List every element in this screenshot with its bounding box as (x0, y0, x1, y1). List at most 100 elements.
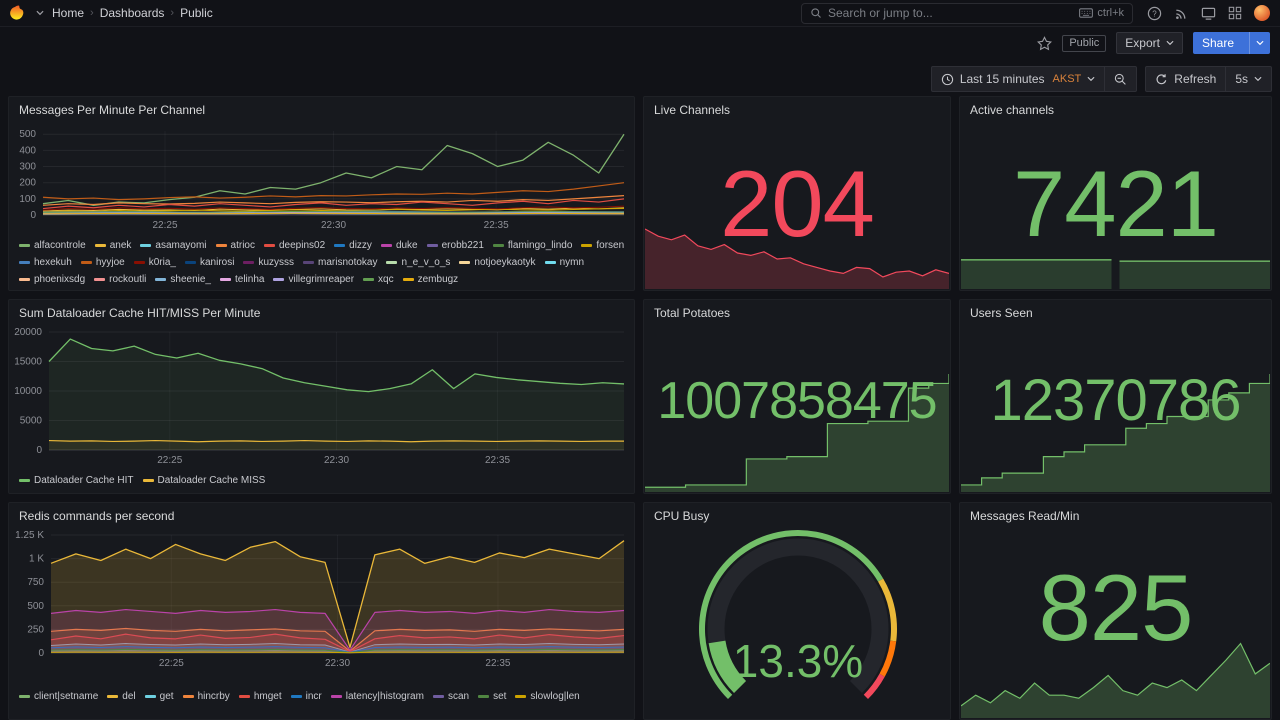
legend-item[interactable]: slowlog|len (515, 677, 580, 715)
stat-bars (961, 255, 1270, 289)
legend-series-marker (184, 260, 196, 264)
top-nav: Home › Dashboards › Public Search or jum… (0, 0, 1280, 27)
legend-item[interactable]: hyyjoe (80, 256, 125, 270)
clock-icon (941, 73, 954, 86)
legend-item[interactable]: villegrimreaper (273, 272, 354, 286)
legend-series-marker (19, 244, 30, 248)
panel-title[interactable]: Users Seen (970, 306, 1033, 320)
legend-series-marker (402, 277, 414, 281)
panel-title[interactable]: CPU Busy (654, 509, 710, 523)
legend-item[interactable]: get (144, 677, 174, 715)
legend-item[interactable]: hincrby (182, 677, 230, 715)
refresh-interval-dropdown[interactable]: 5s (1226, 66, 1272, 92)
legend-item[interactable]: marisnotokay (303, 256, 377, 270)
legend-item[interactable]: erobb221 (426, 239, 484, 253)
dataloader-chart[interactable]: 0 5000 10000 15000 20000 22:25 22:30 22:35 (11, 326, 632, 466)
redis-chart[interactable]: 0 250 500 750 1 K 1.25 K 22:25 22:30 22:35 (11, 529, 632, 669)
refresh-button[interactable]: Refresh (1145, 66, 1227, 92)
breadcrumb-dashboards[interactable]: Dashboards (99, 6, 165, 20)
legend-item[interactable]: anek (94, 239, 131, 253)
legend-item[interactable]: xqc (363, 272, 394, 286)
legend-item[interactable]: Dataloader Cache MISS (142, 472, 265, 489)
redis-legend: client|setname del get hincrby hmget incr late… (19, 677, 628, 715)
legend-series-marker (19, 694, 30, 698)
legend-item[interactable]: zembugz (402, 272, 458, 286)
legend-series-marker (19, 260, 30, 264)
zoom-out-button[interactable] (1105, 66, 1138, 92)
legend-series-marker (94, 244, 106, 248)
legend-item[interactable]: dizzy (334, 239, 372, 253)
share-button[interactable]: Share (1192, 32, 1270, 54)
legend-item[interactable]: client|setname (19, 677, 98, 715)
legend-item[interactable]: n_e_v_o_s (386, 256, 450, 270)
legend-item[interactable]: k0ria_ (133, 256, 176, 270)
legend-item[interactable]: alfacontrole (19, 239, 86, 253)
search-input[interactable]: Search or jump to... ctrl+k (801, 2, 1133, 24)
apps-grid-icon[interactable] (1228, 6, 1242, 20)
stat-sparkline (960, 640, 1271, 718)
legend-item[interactable]: set (478, 677, 506, 715)
legend-item[interactable]: nymn (544, 256, 584, 270)
time-range-picker[interactable]: Last 15 minutes AKST (930, 66, 1106, 92)
legend-item[interactable]: hexekuh (19, 256, 72, 270)
nav-icons: ? (1147, 5, 1270, 21)
legend-series-marker (140, 244, 152, 248)
breadcrumb-public[interactable]: Public (180, 6, 213, 20)
news-icon[interactable] (1174, 6, 1189, 21)
legend-item[interactable]: sheenie_ (155, 272, 211, 286)
user-avatar[interactable] (1254, 5, 1270, 21)
stat-value: 825 (1038, 555, 1194, 660)
panel-messages-per-minute: Messages Per Minute Per Channel 0 100 200 3… (8, 96, 635, 291)
export-button[interactable]: Export (1116, 32, 1183, 54)
legend-series-marker (426, 244, 438, 248)
legend-item[interactable]: kuzysss (243, 256, 294, 270)
legend-item[interactable]: asamayomi (140, 239, 207, 253)
legend-series-marker (330, 694, 342, 698)
breadcrumb-separator: › (90, 7, 94, 19)
chevron-down-icon[interactable] (36, 10, 44, 16)
star-icon[interactable] (1037, 35, 1053, 51)
legend-item[interactable]: kanirosi (184, 256, 234, 270)
legend-item[interactable]: duke (380, 239, 418, 253)
grafana-logo[interactable] (10, 4, 28, 22)
svg-text:22:30: 22:30 (325, 658, 350, 669)
legend-item[interactable]: flamingo_lindo (492, 239, 572, 253)
stat-value: 7421 (1012, 151, 1219, 256)
legend-item[interactable]: telinha (220, 272, 264, 286)
monitor-icon[interactable] (1201, 6, 1216, 21)
panel-title[interactable]: Live Channels (654, 103, 731, 117)
panel-title[interactable]: Messages Per Minute Per Channel (19, 103, 206, 117)
legend-series-marker (142, 479, 154, 482)
timezone-label: AKST (1052, 73, 1082, 85)
svg-text:500: 500 (27, 601, 44, 612)
legend-item[interactable]: notjoeykaotyk (459, 256, 536, 270)
panel-title[interactable]: Messages Read/Min (970, 509, 1080, 523)
legend-series-marker (363, 277, 375, 281)
panel-title[interactable]: Sum Dataloader Cache HIT/MISS Per Minute (19, 306, 261, 320)
legend-item[interactable]: forsen (581, 239, 624, 253)
svg-text:22:25: 22:25 (152, 220, 177, 231)
legend-item[interactable]: del (107, 677, 136, 715)
legend-item[interactable]: phoenixsdg (19, 272, 85, 286)
panel-title[interactable]: Active channels (970, 103, 1055, 117)
share-menu-caret[interactable] (1249, 32, 1270, 54)
breadcrumb-home[interactable]: Home (52, 6, 85, 20)
svg-text:500: 500 (19, 129, 36, 140)
help-icon[interactable]: ? (1147, 6, 1162, 21)
legend-item[interactable]: deepins02 (263, 239, 325, 253)
legend-item[interactable]: hmget (238, 677, 282, 715)
panel-title[interactable]: Total Potatoes (654, 306, 731, 320)
messages-chart[interactable]: 0 100 200 300 400 500 22:25 22:30 22:35 (11, 125, 632, 231)
legend-item[interactable]: latency|histogram (330, 677, 424, 715)
svg-text:22:30: 22:30 (321, 220, 346, 231)
legend-item[interactable]: atrioc (215, 239, 255, 253)
legend-item[interactable]: Dataloader Cache HIT (19, 472, 134, 489)
legend-item[interactable]: incr (290, 677, 322, 715)
legend-series-marker (182, 694, 194, 698)
svg-text:0: 0 (30, 210, 36, 221)
legend-item[interactable]: rockoutli (94, 272, 146, 286)
legend-item[interactable]: scan (432, 677, 469, 715)
svg-text:22:30: 22:30 (324, 455, 349, 466)
search-icon (810, 7, 822, 19)
panel-title[interactable]: Redis commands per second (19, 509, 175, 523)
